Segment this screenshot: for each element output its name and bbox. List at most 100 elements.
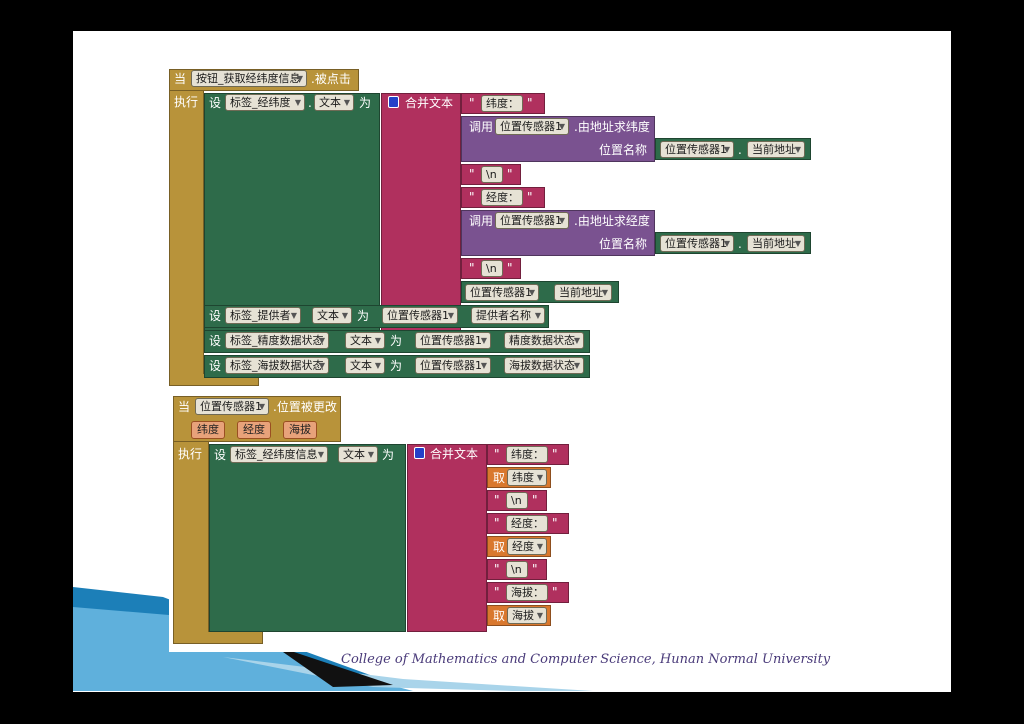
property-dropdown[interactable]: 文本 ▼	[345, 357, 385, 374]
footer-text: College of Mathematics and Computer Scie…	[341, 652, 831, 667]
variable-name: 纬度	[512, 471, 534, 484]
sensor-name: 位置传感器1	[470, 286, 532, 299]
sensor-name: 位置传感器1	[665, 237, 727, 250]
dot-label: .	[738, 237, 742, 251]
property-dropdown[interactable]: 文本 ▼	[338, 446, 378, 463]
property-dropdown[interactable]: 文本 ▼	[314, 94, 354, 111]
set-label: 设	[209, 309, 222, 323]
slide: 当 按钮_获取经纬度信息 ▼ .被点击 执行 设 标签_经纬度 ▼ . 文本 ▼ 为 …	[73, 31, 951, 692]
mutator-gear-icon[interactable]	[414, 447, 425, 459]
event-block-body	[173, 442, 209, 642]
property-name: 文本	[350, 359, 372, 372]
join-text-block[interactable]	[381, 93, 461, 341]
string-value[interactable]: 海拔：	[506, 584, 548, 601]
sensor-name: 位置传感器1	[420, 334, 482, 347]
get-label: 取	[493, 609, 506, 623]
sensor-name: 位置传感器1	[500, 214, 562, 227]
variable-name: 经度	[512, 540, 534, 553]
get-label: 取	[493, 540, 506, 554]
to-label: 为	[357, 309, 370, 323]
param-altitude[interactable]: 海拔	[283, 421, 317, 439]
property-name: 文本	[350, 334, 372, 347]
property-dropdown[interactable]: 当前地址 ▼	[554, 284, 612, 301]
param-latitude[interactable]: 纬度	[191, 421, 225, 439]
set-label: 设	[209, 359, 222, 373]
join-label: 合并文本	[405, 96, 454, 110]
sensor-name: 位置传感器1	[420, 359, 482, 372]
get-label: 取	[493, 471, 506, 485]
when-label: 当	[178, 400, 191, 414]
do-label: 执行	[174, 95, 199, 109]
label-component-dropdown[interactable]: 标签_经纬度 ▼	[225, 94, 305, 111]
dot-label: .	[308, 96, 312, 110]
button-component-dropdown[interactable]: 按钮_获取经纬度信息 ▼	[191, 70, 307, 87]
when-label: 当	[174, 72, 187, 86]
sensor-name: 位置传感器1	[387, 309, 449, 322]
component-name: 按钮_获取经纬度信息	[196, 72, 301, 85]
setter-block-latlng-text[interactable]	[204, 93, 380, 341]
string-value[interactable]: \n	[506, 492, 528, 509]
sensor-dropdown[interactable]: 位置传感器1 ▼	[660, 235, 734, 252]
method-name: .由地址求纬度	[574, 120, 650, 134]
string-value[interactable]: 经度：	[506, 515, 548, 532]
sensor-dropdown[interactable]: 位置传感器1 ▼	[382, 307, 458, 324]
property-name: 提供者名称	[476, 309, 531, 322]
sensor-dropdown[interactable]: 位置传感器1 ▼	[415, 332, 491, 349]
to-label: 为	[390, 334, 403, 348]
blocks-workspace: 当 按钮_获取经纬度信息 ▼ .被点击 执行 设 标签_经纬度 ▼ . 文本 ▼ 为 …	[169, 66, 826, 652]
sensor-dropdown[interactable]: 位置传感器1 ▼	[495, 212, 569, 229]
sensor-dropdown[interactable]: 位置传感器1 ▼	[495, 118, 569, 135]
dot-label: .	[738, 143, 742, 157]
property-name: 当前地址	[752, 237, 796, 250]
variable-dropdown[interactable]: 海拔 ▼	[507, 607, 547, 624]
property-dropdown[interactable]: 当前地址 ▼	[747, 235, 805, 252]
property-dropdown[interactable]: 海拔数据状态 ▼	[504, 357, 584, 374]
property-name: 文本	[317, 309, 339, 322]
call-label: 调用	[469, 120, 494, 134]
join-text-block[interactable]	[407, 444, 487, 632]
join-label: 合并文本	[430, 447, 479, 461]
variable-dropdown[interactable]: 纬度 ▼	[507, 469, 547, 486]
variable-dropdown[interactable]: 经度 ▼	[507, 538, 547, 555]
param-label: 位置名称	[599, 143, 648, 157]
to-label: 为	[382, 448, 395, 462]
sensor-component-dropdown[interactable]: 位置传感器1 ▼	[195, 398, 269, 415]
sensor-dropdown[interactable]: 位置传感器1 ▼	[660, 141, 734, 158]
string-value[interactable]: \n	[506, 561, 528, 578]
sensor-dropdown[interactable]: 位置传感器1 ▼	[465, 284, 539, 301]
property-name: 当前地址	[752, 143, 796, 156]
target-name: 标签_精度数据状态	[230, 334, 324, 347]
event-name: .位置被更改	[273, 400, 337, 414]
to-label: 为	[359, 96, 372, 110]
string-value[interactable]: \n	[481, 166, 503, 183]
set-label: 设	[209, 96, 222, 110]
string-value[interactable]: 纬度：	[506, 446, 548, 463]
setter-block-latlng-info[interactable]	[209, 444, 406, 632]
property-name: 文本	[319, 96, 341, 109]
label-component-dropdown[interactable]: 标签_海拔数据状态 ▼	[225, 357, 329, 374]
property-name: 当前地址	[559, 286, 603, 299]
target-name: 标签_提供者	[230, 309, 291, 322]
label-component-dropdown[interactable]: 标签_精度数据状态 ▼	[225, 332, 329, 349]
set-label: 设	[209, 334, 222, 348]
property-dropdown[interactable]: 提供者名称 ▼	[471, 307, 545, 324]
property-dropdown[interactable]: 精度数据状态 ▼	[504, 332, 584, 349]
property-dropdown[interactable]: 当前地址 ▼	[747, 141, 805, 158]
mutator-gear-icon[interactable]	[388, 96, 399, 108]
label-component-dropdown[interactable]: 标签_提供者 ▼	[225, 307, 301, 324]
string-value[interactable]: 经度：	[481, 189, 523, 206]
sensor-dropdown[interactable]: 位置传感器1 ▼	[415, 357, 491, 374]
set-label: 设	[214, 448, 227, 462]
component-name: 位置传感器1	[200, 400, 262, 413]
event-block-footer	[173, 632, 263, 644]
string-value[interactable]: 纬度：	[481, 95, 523, 112]
label-component-dropdown[interactable]: 标签_经纬度信息 ▼	[230, 446, 328, 463]
method-name: .由地址求经度	[574, 214, 650, 228]
to-label: 为	[390, 359, 403, 373]
target-name: 标签_经纬度信息	[235, 448, 318, 461]
property-dropdown[interactable]: 文本 ▼	[345, 332, 385, 349]
property-name: 海拔数据状态	[509, 359, 575, 372]
string-value[interactable]: \n	[481, 260, 503, 277]
param-longitude[interactable]: 经度	[237, 421, 271, 439]
property-dropdown[interactable]: 文本 ▼	[312, 307, 352, 324]
